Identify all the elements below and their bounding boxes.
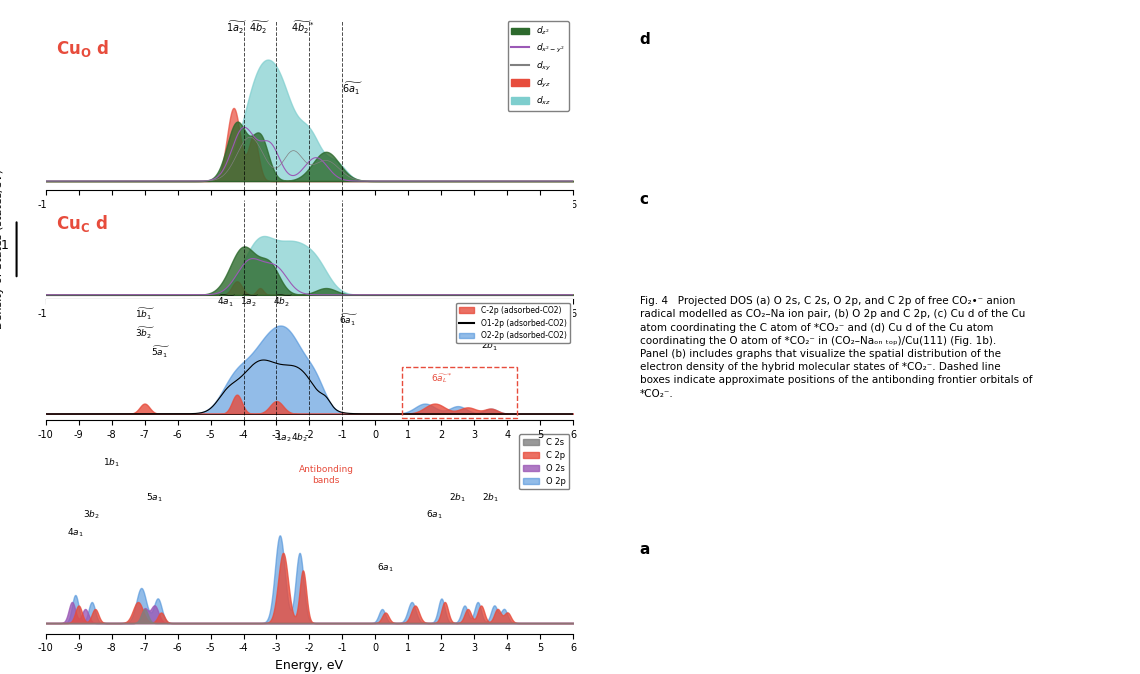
Text: $\widetilde{1a_2}$: $\widetilde{1a_2}$ [241,294,260,309]
Text: $\widetilde{6a_1}$: $\widetilde{6a_1}$ [340,313,359,328]
Text: $6a_1$: $6a_1$ [426,509,443,521]
Text: $\mathbf{Cu_C}$ $\mathbf{d}$: $\mathbf{Cu_C}$ $\mathbf{d}$ [56,214,107,235]
Text: $3b_2$: $3b_2$ [83,509,100,521]
X-axis label: Energy, eV: Energy, eV [276,659,343,672]
Text: $\widetilde{4b_2}$: $\widetilde{4b_2}$ [250,19,270,36]
Text: c: c [640,192,649,207]
Text: $\mathbf{Cu_O}$ $\mathbf{d}$: $\mathbf{Cu_O}$ $\mathbf{d}$ [56,38,109,59]
Text: $6\widetilde{a_L}^*$: $6\widetilde{a_L}^*$ [431,371,453,386]
Text: a: a [640,541,650,557]
Text: $\widetilde{6a_1}$: $\widetilde{6a_1}$ [342,80,363,97]
Text: d: d [640,32,651,47]
Text: $\widetilde{3b_2}$: $\widetilde{3b_2}$ [135,326,154,340]
Text: $\widetilde{1b_1}$: $\widetilde{1b_1}$ [135,307,154,321]
Legend: $d_{z^2}$, $d_{x^2-y^2}$, $d_{xy}$, $d_{yz}$, $d_{xz}$: $d_{z^2}$, $d_{x^2-y^2}$, $d_{xy}$, $d_{… [507,22,569,111]
Text: Fig. 4   Projected DOS (a) O 2s, C 2s, O 2p, and C 2p of free CO₂•⁻ anion
radica: Fig. 4 Projected DOS (a) O 2s, C 2s, O 2… [640,296,1032,398]
Text: $6a_1$: $6a_1$ [377,561,393,574]
Text: $\widetilde{5a_1}$: $\widetilde{5a_1}$ [152,344,171,360]
Text: 1: 1 [1,239,9,252]
Text: $\widetilde{4b_2}$: $\widetilde{4b_2}$ [274,294,293,309]
Y-axis label: Density of States (states/eV): Density of States (states/eV) [0,169,3,330]
Text: $2b_1$: $2b_1$ [482,491,499,503]
Text: $4b_2$: $4b_2$ [291,431,308,444]
Text: $\widetilde{4a_1}$: $\widetilde{4a_1}$ [218,294,237,309]
Text: $5a_1$: $5a_1$ [146,491,163,503]
Bar [401,367,518,418]
Text: $\widetilde{1a_2}$: $\widetilde{1a_2}$ [227,19,247,36]
Text: $1b_1$: $1b_1$ [103,456,120,468]
Legend: C-2p (adsorbed-CO2), O1-2p (adsorbed-CO2), O2-2p (adsorbed-CO2): C-2p (adsorbed-CO2), O1-2p (adsorbed-CO2… [456,303,570,344]
Text: $4a_1$: $4a_1$ [67,526,83,539]
Legend: C 2s, C 2p, O 2s, O 2p: C 2s, C 2p, O 2s, O 2p [520,434,569,489]
Text: $\widetilde{2b_1}$: $\widetilde{2b_1}$ [481,338,500,353]
Text: $2b_1$: $2b_1$ [449,491,466,503]
Text: Antibonding
bands: Antibonding bands [299,465,353,485]
Text: $\widetilde{4b_2}^*$: $\widetilde{4b_2}^*$ [291,19,315,36]
Text: $1a_2$: $1a_2$ [275,431,292,444]
